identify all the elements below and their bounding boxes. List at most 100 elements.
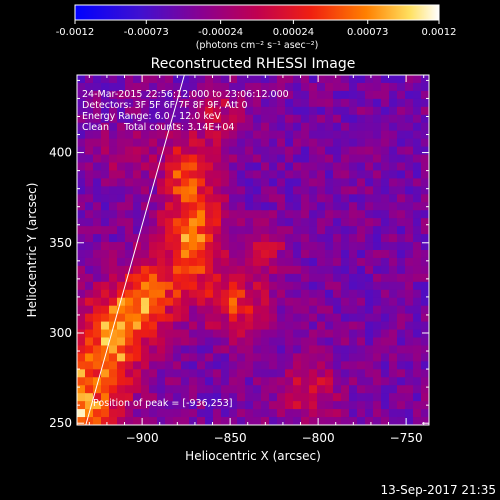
heatmap-cell xyxy=(141,75,150,84)
heatmap-cell xyxy=(165,194,174,203)
heatmap-cell xyxy=(205,297,214,307)
heatmap-cell xyxy=(357,265,366,275)
heatmap-cell xyxy=(85,385,94,394)
heatmap-cell xyxy=(413,265,422,275)
heatmap-cell xyxy=(213,194,222,203)
heatmap-cell xyxy=(349,82,358,92)
heatmap-cell xyxy=(341,98,350,108)
heatmap-cell xyxy=(189,242,198,251)
heatmap-cell xyxy=(93,353,102,362)
heatmap-cell xyxy=(261,82,270,92)
heatmap-cell xyxy=(285,361,294,370)
heatmap-cell xyxy=(101,345,110,354)
heatmap-cell xyxy=(85,393,94,402)
heatmap-cell xyxy=(181,130,190,140)
colorbar-tick-label: 0.0012 xyxy=(422,27,457,38)
heatmap-cell xyxy=(197,313,206,323)
heatmap-cell xyxy=(333,138,342,148)
heatmap-cell xyxy=(237,218,246,227)
heatmap-cell xyxy=(141,321,150,331)
heatmap-cell xyxy=(269,353,278,362)
heatmap-cell xyxy=(261,154,270,164)
heatmap-cell xyxy=(165,210,174,219)
heatmap-cell xyxy=(269,122,278,132)
heatmap-cell xyxy=(125,178,134,187)
heatmap-cell xyxy=(413,130,422,140)
heatmap-cell xyxy=(141,273,150,283)
heatmap-cell xyxy=(349,98,358,108)
heatmap-cell xyxy=(309,75,318,84)
heatmap-cell xyxy=(397,305,406,315)
heatmap-cell xyxy=(277,202,286,211)
heatmap-cell xyxy=(405,329,414,339)
heatmap-cell xyxy=(397,186,406,195)
heatmap-cell xyxy=(261,401,270,410)
heatmap-cell xyxy=(301,250,310,259)
colorbar-unit-label: (photons cm⁻² s⁻¹ asec⁻²) xyxy=(196,40,319,51)
heatmap-cell xyxy=(213,242,222,251)
heatmap-cell xyxy=(389,353,398,362)
heatmap-cell xyxy=(397,289,406,299)
heatmap-cell xyxy=(397,202,406,211)
heatmap-cell xyxy=(357,234,366,243)
heatmap-cell xyxy=(285,138,294,148)
heatmap-cell xyxy=(141,138,150,148)
heatmap-cell xyxy=(133,281,142,291)
heatmap-cell xyxy=(277,393,286,402)
heatmap-cell xyxy=(117,226,126,235)
heatmap-cell xyxy=(133,82,142,92)
heatmap-cell xyxy=(181,226,190,235)
heatmap-cell xyxy=(365,361,374,370)
heatmap-cell xyxy=(229,202,238,211)
heatmap-cell xyxy=(253,162,262,172)
heatmap-cell xyxy=(173,178,182,187)
heatmap-cell xyxy=(85,114,94,124)
heatmap-cell xyxy=(325,313,334,323)
heatmap-cell xyxy=(189,401,198,410)
heatmap-cell xyxy=(389,146,398,156)
heatmap-cell xyxy=(229,98,238,108)
heatmap-cell xyxy=(133,170,142,179)
heatmap-cell xyxy=(173,281,182,291)
heatmap-cell xyxy=(341,329,350,339)
heatmap-cell xyxy=(205,361,214,370)
heatmap-cell xyxy=(245,130,254,140)
heatmap-cell xyxy=(413,122,422,132)
heatmap-cell xyxy=(133,154,142,164)
heatmap-cell xyxy=(85,281,94,291)
heatmap-cell xyxy=(101,353,110,362)
heatmap-cell xyxy=(309,202,318,211)
heatmap-cell xyxy=(221,130,230,140)
heatmap-cell xyxy=(141,202,150,211)
heatmap-cell xyxy=(237,202,246,211)
heatmap-cell xyxy=(357,377,366,386)
heatmap-cell xyxy=(197,178,206,187)
heatmap-cell xyxy=(333,281,342,291)
heatmap-cell xyxy=(229,75,238,84)
heatmap-cell xyxy=(413,289,422,299)
heatmap-cell xyxy=(93,90,102,100)
heatmap-cell xyxy=(221,377,230,386)
heatmap-cell xyxy=(405,242,414,251)
heatmap-cell xyxy=(293,369,302,378)
heatmap-cell xyxy=(93,194,102,203)
heatmap-cell xyxy=(397,409,406,418)
heatmap-cell xyxy=(373,82,382,92)
heatmap-cell xyxy=(157,146,166,156)
heatmap-cell xyxy=(373,138,382,148)
heatmap-cell xyxy=(421,242,429,251)
heatmap-cell xyxy=(229,242,238,251)
heatmap-cell xyxy=(197,170,206,179)
heatmap-cell xyxy=(213,265,222,275)
heatmap-cell xyxy=(157,345,166,354)
heatmap-cell xyxy=(109,194,118,203)
heatmap-cell xyxy=(365,409,374,418)
heatmap-cell xyxy=(101,106,110,116)
heatmap-cell xyxy=(269,329,278,339)
heatmap-cell xyxy=(357,361,366,370)
heatmap-cell xyxy=(269,218,278,227)
heatmap-cell xyxy=(373,401,382,410)
heatmap-cell xyxy=(245,353,254,362)
heatmap-cell xyxy=(293,305,302,315)
heatmap-cell xyxy=(197,345,206,354)
